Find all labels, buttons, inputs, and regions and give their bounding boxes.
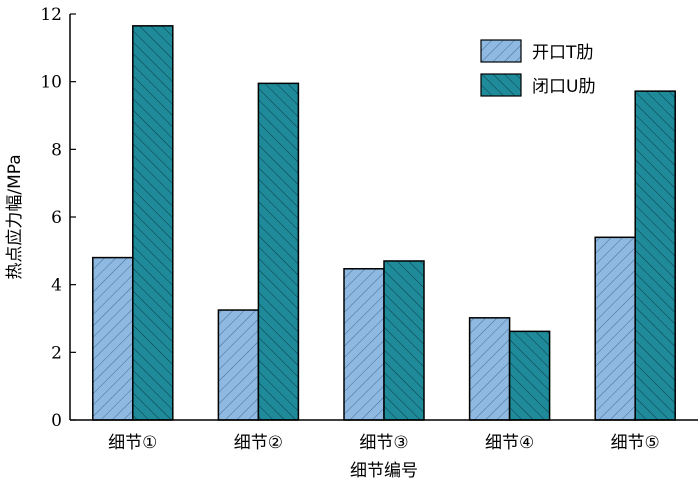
bar-open-t-rib-3 xyxy=(343,268,385,421)
x-axis-label: 细节编号 xyxy=(350,461,418,481)
plot-area: 0 2 4 6 8 10 12 细节① 细节② 细节③ 细节④ 细节⑤ xyxy=(40,5,698,453)
legend-label-closed-u-rib: 闭口U肋 xyxy=(532,77,595,97)
bar-open-t-rib-5 xyxy=(594,236,636,421)
y-tick-label: 8 xyxy=(51,140,62,160)
y-tick-label: 2 xyxy=(51,343,62,363)
y-tick-label: 0 xyxy=(51,411,62,431)
legend-swatch-open-t-rib xyxy=(480,39,522,63)
x-tick-label: 细节① xyxy=(108,433,157,453)
x-tick-label: 细节⑤ xyxy=(611,433,660,453)
x-tick-label: 细节③ xyxy=(359,433,408,453)
legend: 开口T肋 闭口U肋 xyxy=(480,39,595,97)
x-tick-label: 细节④ xyxy=(485,433,534,453)
legend-label-open-t-rib: 开口T肋 xyxy=(532,43,593,63)
bar-closed-u-rib-1 xyxy=(132,25,174,421)
y-axis-label: 热点应力幅/MPa xyxy=(5,154,25,279)
x-ticks: 细节① 细节② 细节③ 细节④ 细节⑤ xyxy=(108,433,660,453)
x-tick-label: 细节② xyxy=(234,433,283,453)
bar-open-t-rib-1 xyxy=(92,256,134,421)
bar-closed-u-rib-4 xyxy=(508,330,551,421)
bars-layer xyxy=(92,25,676,421)
y-tick-label: 4 xyxy=(51,276,62,296)
y-ticks: 0 2 4 6 8 10 12 xyxy=(40,5,76,431)
y-tick-label: 10 xyxy=(40,73,62,93)
bar-closed-u-rib-5 xyxy=(634,90,676,421)
bar-closed-u-rib-3 xyxy=(383,260,425,421)
bar-closed-u-rib-2 xyxy=(257,82,300,421)
bar-open-t-rib-4 xyxy=(468,317,511,421)
y-tick-label: 6 xyxy=(51,208,62,228)
legend-swatch-closed-u-rib xyxy=(480,73,522,97)
y-tick-label: 12 xyxy=(40,5,62,25)
bar-open-t-rib-2 xyxy=(217,309,260,421)
